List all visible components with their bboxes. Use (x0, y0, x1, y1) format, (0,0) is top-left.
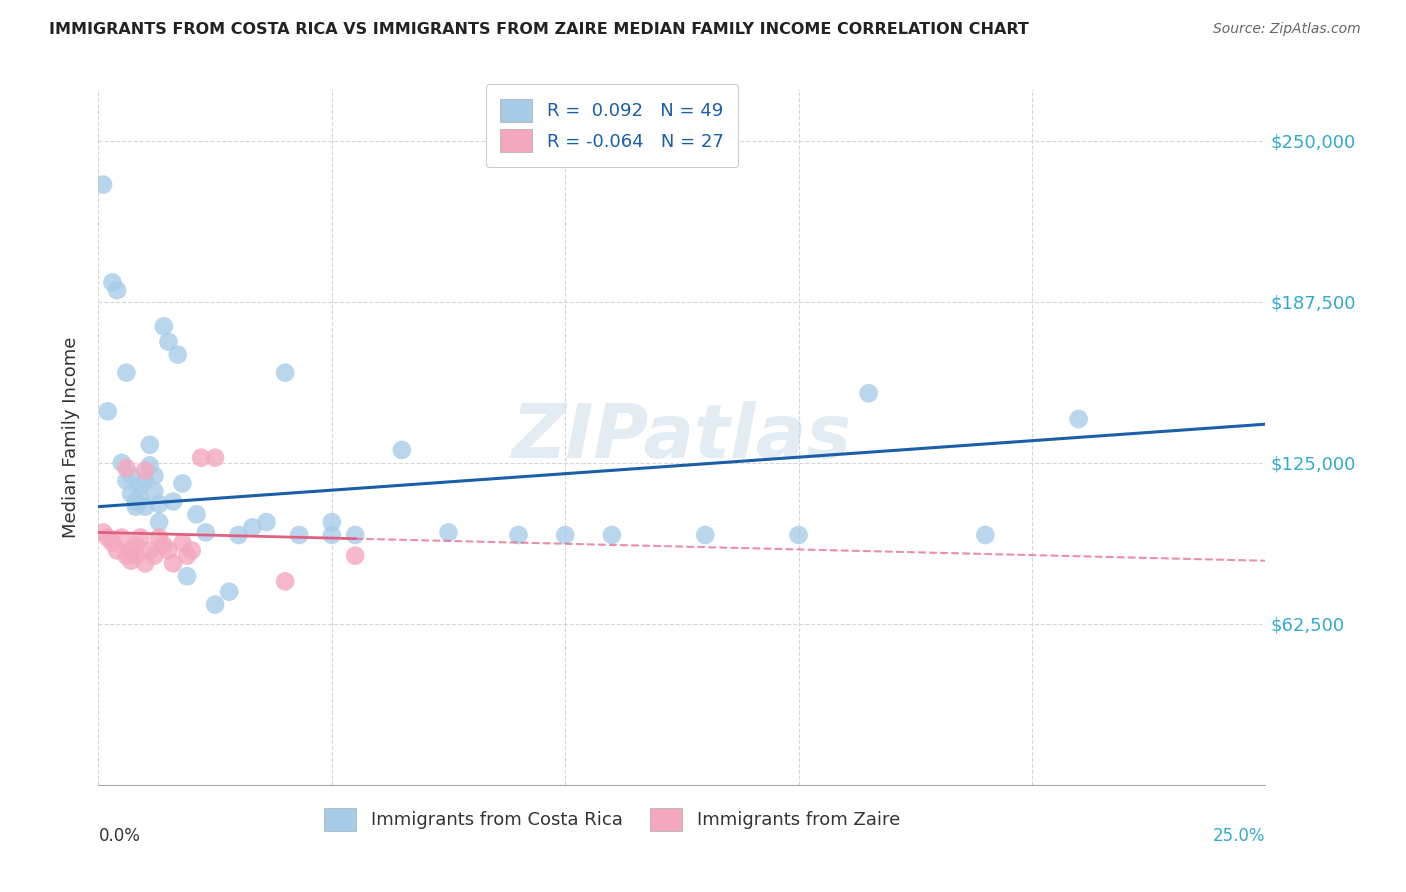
Point (228, 528, 250, 542)
Point (344, 549, 367, 563)
Point (120, 468, 142, 483)
Point (148, 497, 170, 511)
Point (508, 528, 530, 542)
Point (157, 334, 180, 349)
Point (120, 543, 142, 558)
Point (120, 554, 142, 568)
Point (125, 549, 148, 563)
Point (344, 528, 367, 542)
Point (91, 178, 114, 192)
Point (115, 549, 138, 563)
Point (437, 525, 460, 540)
Point (186, 508, 208, 522)
Point (274, 366, 297, 380)
Point (143, 484, 166, 499)
Point (134, 474, 156, 488)
Point (125, 538, 148, 552)
Point (172, 476, 194, 491)
Point (152, 538, 174, 552)
Point (288, 528, 311, 542)
Point (391, 442, 413, 457)
Point (139, 543, 162, 558)
Text: 0.0%: 0.0% (98, 827, 141, 845)
Y-axis label: Median Family Income: Median Family Income (62, 336, 80, 538)
Point (600, 528, 623, 542)
Point (162, 557, 184, 571)
Point (91, 525, 114, 540)
Point (111, 531, 134, 545)
Point (242, 520, 264, 534)
Point (787, 528, 810, 542)
Point (125, 494, 148, 508)
Point (129, 531, 152, 545)
Point (148, 531, 170, 545)
Legend: Immigrants from Costa Rica, Immigrants from Zaire: Immigrants from Costa Rica, Immigrants f… (309, 793, 914, 846)
Point (695, 528, 717, 542)
Point (554, 528, 576, 542)
Point (115, 461, 138, 475)
Point (190, 450, 212, 465)
Point (148, 515, 170, 529)
Point (858, 386, 880, 401)
Point (176, 549, 198, 563)
Point (321, 515, 343, 529)
Point (204, 598, 226, 612)
Point (115, 474, 138, 488)
Point (162, 494, 184, 508)
Point (180, 543, 202, 558)
Point (194, 525, 217, 540)
Point (134, 464, 156, 478)
Point (105, 283, 128, 297)
Point (218, 584, 240, 599)
Text: ZIPatlas: ZIPatlas (512, 401, 852, 474)
Point (143, 549, 166, 563)
Point (143, 468, 166, 483)
Point (139, 458, 162, 473)
Point (129, 479, 152, 493)
Point (166, 348, 188, 362)
Point (120, 487, 142, 501)
Point (274, 574, 297, 589)
Point (134, 500, 156, 514)
Point (101, 535, 124, 549)
Point (974, 528, 997, 542)
Text: IMMIGRANTS FROM COSTA RICA VS IMMIGRANTS FROM ZAIRE MEDIAN FAMILY INCOME CORRELA: IMMIGRANTS FROM COSTA RICA VS IMMIGRANTS… (49, 22, 1029, 37)
Point (1067, 412, 1090, 426)
Point (97, 404, 120, 418)
Point (321, 528, 343, 542)
Point (176, 569, 198, 583)
Point (152, 319, 174, 334)
Point (101, 276, 124, 290)
Point (111, 456, 134, 470)
Point (105, 543, 128, 558)
Point (172, 535, 194, 549)
Text: 25.0%: 25.0% (1213, 827, 1265, 845)
Point (134, 557, 156, 571)
Point (139, 438, 162, 452)
Point (97, 531, 120, 545)
Text: Source: ZipAtlas.com: Source: ZipAtlas.com (1213, 22, 1361, 37)
Point (125, 500, 148, 514)
Point (256, 515, 278, 529)
Point (157, 543, 180, 558)
Point (129, 491, 152, 506)
Point (115, 366, 138, 380)
Point (204, 450, 226, 465)
